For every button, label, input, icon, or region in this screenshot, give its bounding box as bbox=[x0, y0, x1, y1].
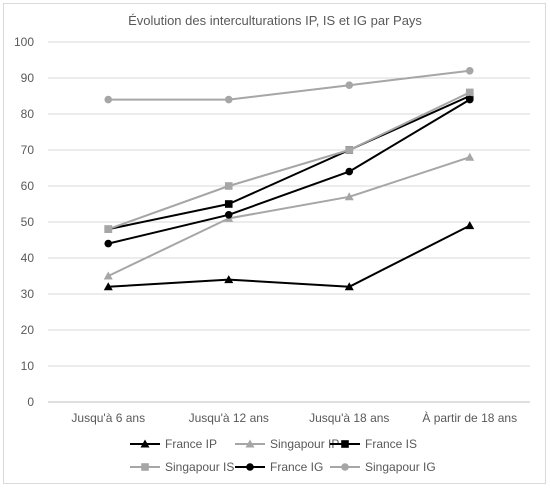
legend-label: Singapour IS bbox=[165, 460, 234, 474]
data-point bbox=[224, 200, 233, 208]
data-point bbox=[103, 282, 113, 291]
legend-item: Singapour IS bbox=[130, 460, 234, 474]
series-france-ip bbox=[103, 221, 475, 291]
data-point bbox=[224, 211, 233, 219]
series-line bbox=[108, 69, 470, 101]
series-france-ig bbox=[104, 95, 474, 248]
data-point bbox=[344, 192, 354, 201]
data-point bbox=[465, 88, 474, 97]
series-line bbox=[107, 91, 471, 231]
y-tick-20: 20 bbox=[21, 323, 35, 337]
chart-title: Évolution des interculturations IP, IS e… bbox=[128, 13, 422, 28]
y-tick-70: 70 bbox=[21, 143, 35, 157]
y-tick-90: 90 bbox=[21, 71, 35, 85]
legend-item: France IP bbox=[130, 437, 217, 451]
y-tick-50: 50 bbox=[21, 215, 35, 229]
data-point bbox=[465, 67, 474, 75]
legend-item: France IS bbox=[330, 437, 417, 451]
x-tick-label: À partir de 18 ans bbox=[422, 410, 517, 425]
legend-label: France IG bbox=[270, 460, 323, 474]
data-point bbox=[224, 95, 233, 104]
data-point bbox=[344, 282, 354, 291]
series-lines bbox=[103, 67, 475, 291]
data-point bbox=[104, 225, 113, 233]
y-tick-60: 60 bbox=[21, 179, 35, 193]
legend-marker bbox=[341, 440, 349, 448]
data-point bbox=[345, 81, 354, 89]
data-point bbox=[345, 167, 354, 176]
data-point bbox=[103, 271, 113, 280]
data-point bbox=[465, 152, 475, 161]
series-line bbox=[108, 224, 471, 288]
series-france-is bbox=[104, 92, 474, 233]
legend-marker bbox=[245, 439, 255, 448]
y-tick-100: 100 bbox=[14, 35, 34, 49]
series-singapour-ip bbox=[103, 152, 475, 280]
data-point bbox=[224, 275, 234, 284]
series-line bbox=[108, 95, 471, 231]
data-point bbox=[345, 146, 354, 154]
x-tick-label: Jusqu'à 6 ans bbox=[71, 411, 145, 425]
y-tick-40: 40 bbox=[21, 251, 35, 265]
legend-marker bbox=[341, 463, 349, 471]
y-tick-30: 30 bbox=[21, 287, 35, 301]
chart-frame bbox=[3, 3, 546, 484]
data-point bbox=[465, 95, 474, 104]
legend-label: Singapour IP bbox=[270, 437, 339, 451]
legend-item: Singapour IG bbox=[330, 460, 436, 474]
series-line bbox=[108, 98, 471, 245]
y-axis-tick-labels: 0 10 20 30 40 50 60 70 80 90 100 bbox=[14, 35, 34, 409]
legend: France IP Singapour IP France IS Singapour … bbox=[130, 437, 436, 474]
legend-marker bbox=[141, 463, 149, 471]
data-point bbox=[224, 182, 233, 190]
legend-marker bbox=[246, 463, 254, 471]
x-tick-label: Jusqu'à 12 ans bbox=[189, 411, 269, 425]
data-point bbox=[104, 95, 113, 104]
data-point bbox=[104, 239, 113, 248]
legend-label: Singapour IG bbox=[365, 460, 436, 474]
x-axis-tick-labels: Jusqu'à 6 ans Jusqu'à 12 ans Jusqu'à 18 an… bbox=[71, 410, 517, 425]
series-singapour-is bbox=[104, 88, 474, 233]
data-point bbox=[465, 221, 475, 230]
y-tick-10: 10 bbox=[21, 359, 35, 373]
y-tick-80: 80 bbox=[21, 107, 35, 121]
legend-item: France IG bbox=[235, 460, 323, 474]
legend-marker bbox=[140, 439, 150, 448]
series-line bbox=[107, 156, 471, 277]
legend-item: Singapour IP bbox=[235, 437, 339, 451]
y-tick-0: 0 bbox=[27, 395, 34, 409]
legend-label: France IP bbox=[165, 437, 217, 451]
legend-label: France IS bbox=[365, 437, 417, 451]
series-singapour-ig bbox=[104, 67, 474, 104]
grid-lines bbox=[48, 41, 530, 403]
x-tick-label: Jusqu'à 18 ans bbox=[309, 411, 389, 425]
